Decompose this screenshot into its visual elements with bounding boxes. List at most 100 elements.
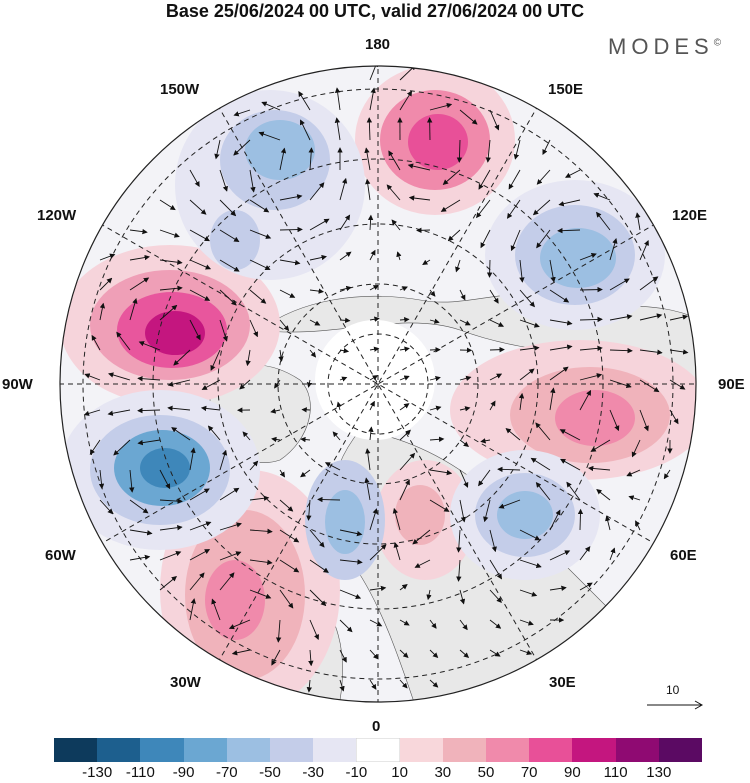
- wind-vector: [429, 436, 445, 442]
- wind-vector: [505, 428, 521, 441]
- wind-vector: [201, 379, 221, 390]
- wind-vector: [429, 375, 441, 382]
- wind-vector: [532, 199, 551, 216]
- wind-vector: [519, 368, 535, 381]
- wind-vector: [549, 509, 561, 531]
- wind-vector: [167, 405, 191, 411]
- wind-vector: [399, 90, 413, 111]
- lon-label-180: 180: [365, 36, 391, 53]
- wind-vector: [219, 199, 237, 217]
- wind-vector: [609, 347, 633, 354]
- wind-vector: [108, 372, 131, 381]
- wind-vector: [366, 117, 373, 141]
- wind-vector: [480, 229, 491, 249]
- wind-vector: [279, 259, 301, 266]
- wind-vector: [306, 499, 312, 521]
- wind-vector: [489, 649, 501, 657]
- wind-vector: [399, 403, 410, 411]
- wind-vector: [408, 195, 431, 201]
- wind-vector: [171, 427, 191, 441]
- wind-vector: [258, 131, 281, 141]
- wind-vector: [129, 228, 148, 235]
- wind-vector: [391, 219, 401, 231]
- brand-name: MODES: [608, 34, 714, 59]
- wind-vector: [459, 109, 478, 125]
- wind-vector: [129, 469, 135, 493]
- wind-vector: [249, 319, 259, 338]
- wind-vector: [211, 598, 221, 621]
- wind-vector: [369, 375, 379, 381]
- wind-vector: [279, 559, 300, 573]
- wind-vector: [566, 481, 581, 501]
- wind-vector: [369, 87, 376, 111]
- wind-vector: [309, 619, 319, 641]
- wind-vector: [549, 550, 571, 561]
- wind-vector: [189, 549, 211, 561]
- wind-vector: [459, 319, 471, 326]
- colorbar-tick-label: 10: [391, 764, 408, 781]
- wind-vector: [368, 426, 374, 441]
- wind-vector: [245, 349, 251, 367]
- wind-vector: [628, 495, 641, 501]
- wind-vector: [513, 139, 521, 160]
- wind-vector: [429, 619, 437, 629]
- wind-vector: [579, 316, 603, 323]
- wind-vector: [579, 582, 593, 591]
- wind-vector: [549, 585, 567, 591]
- wind-vector: [367, 214, 374, 231]
- wind-vector: [416, 227, 431, 234]
- wind-vector: [557, 227, 581, 234]
- wind-vector: [459, 375, 472, 381]
- wind-vector: [339, 559, 363, 565]
- wind-vector: [459, 619, 468, 631]
- wind-vector: [189, 521, 212, 531]
- wind-vector: [399, 286, 408, 292]
- wind-vector: [334, 87, 341, 111]
- wind-vector: [609, 409, 620, 432]
- wind-vector: [364, 147, 371, 171]
- wind-vector: [339, 214, 351, 231]
- wind-vector: [309, 319, 321, 326]
- wind-vector: [159, 525, 183, 531]
- wind-vector: [309, 254, 327, 261]
- colorbar-swatch: [140, 738, 184, 762]
- wind-vector: [399, 316, 410, 323]
- wind-vector: [369, 400, 375, 411]
- wind-vector: [447, 229, 461, 242]
- wind-vector: [242, 431, 251, 441]
- wind-vector: [369, 619, 383, 627]
- anomaly-contours: [60, 66, 696, 702]
- wind-vector: [200, 405, 221, 412]
- wind-vector: [396, 251, 402, 261]
- wind-vector: [519, 259, 525, 283]
- wind-vector: [249, 259, 271, 270]
- wind-vector: [98, 469, 105, 490]
- wind-vector: [519, 589, 538, 597]
- wind-vector: [189, 598, 196, 621]
- wind-vector: [369, 649, 379, 660]
- lon-label-150w: 150W: [160, 81, 200, 98]
- wind-vector: [231, 649, 251, 656]
- wind-vector: [631, 439, 641, 458]
- wind-vector: [399, 679, 408, 689]
- lon-label-90w: 90W: [2, 376, 33, 393]
- wind-vector: [219, 289, 237, 306]
- wind-vector: [189, 169, 200, 187]
- wind-vector: [412, 529, 431, 545]
- colorbar-swatch: [486, 738, 530, 762]
- wind-vector: [116, 331, 131, 351]
- wind-vector: [639, 313, 663, 321]
- wind-vector: [89, 439, 101, 455]
- colorbar-swatch: [529, 738, 573, 762]
- wind-vector: [605, 515, 611, 531]
- lon-label-0: 0: [372, 718, 381, 735]
- colorbar-tick-label: -30: [302, 764, 325, 781]
- wind-vector: [249, 460, 259, 471]
- wind-vector: [369, 544, 387, 561]
- wind-vector: [279, 469, 286, 478]
- wind-vector: [530, 457, 551, 471]
- wind-vector: [609, 314, 633, 321]
- wind-vector: [399, 479, 410, 501]
- wind-vector: [579, 345, 603, 352]
- wind-vector: [84, 373, 101, 381]
